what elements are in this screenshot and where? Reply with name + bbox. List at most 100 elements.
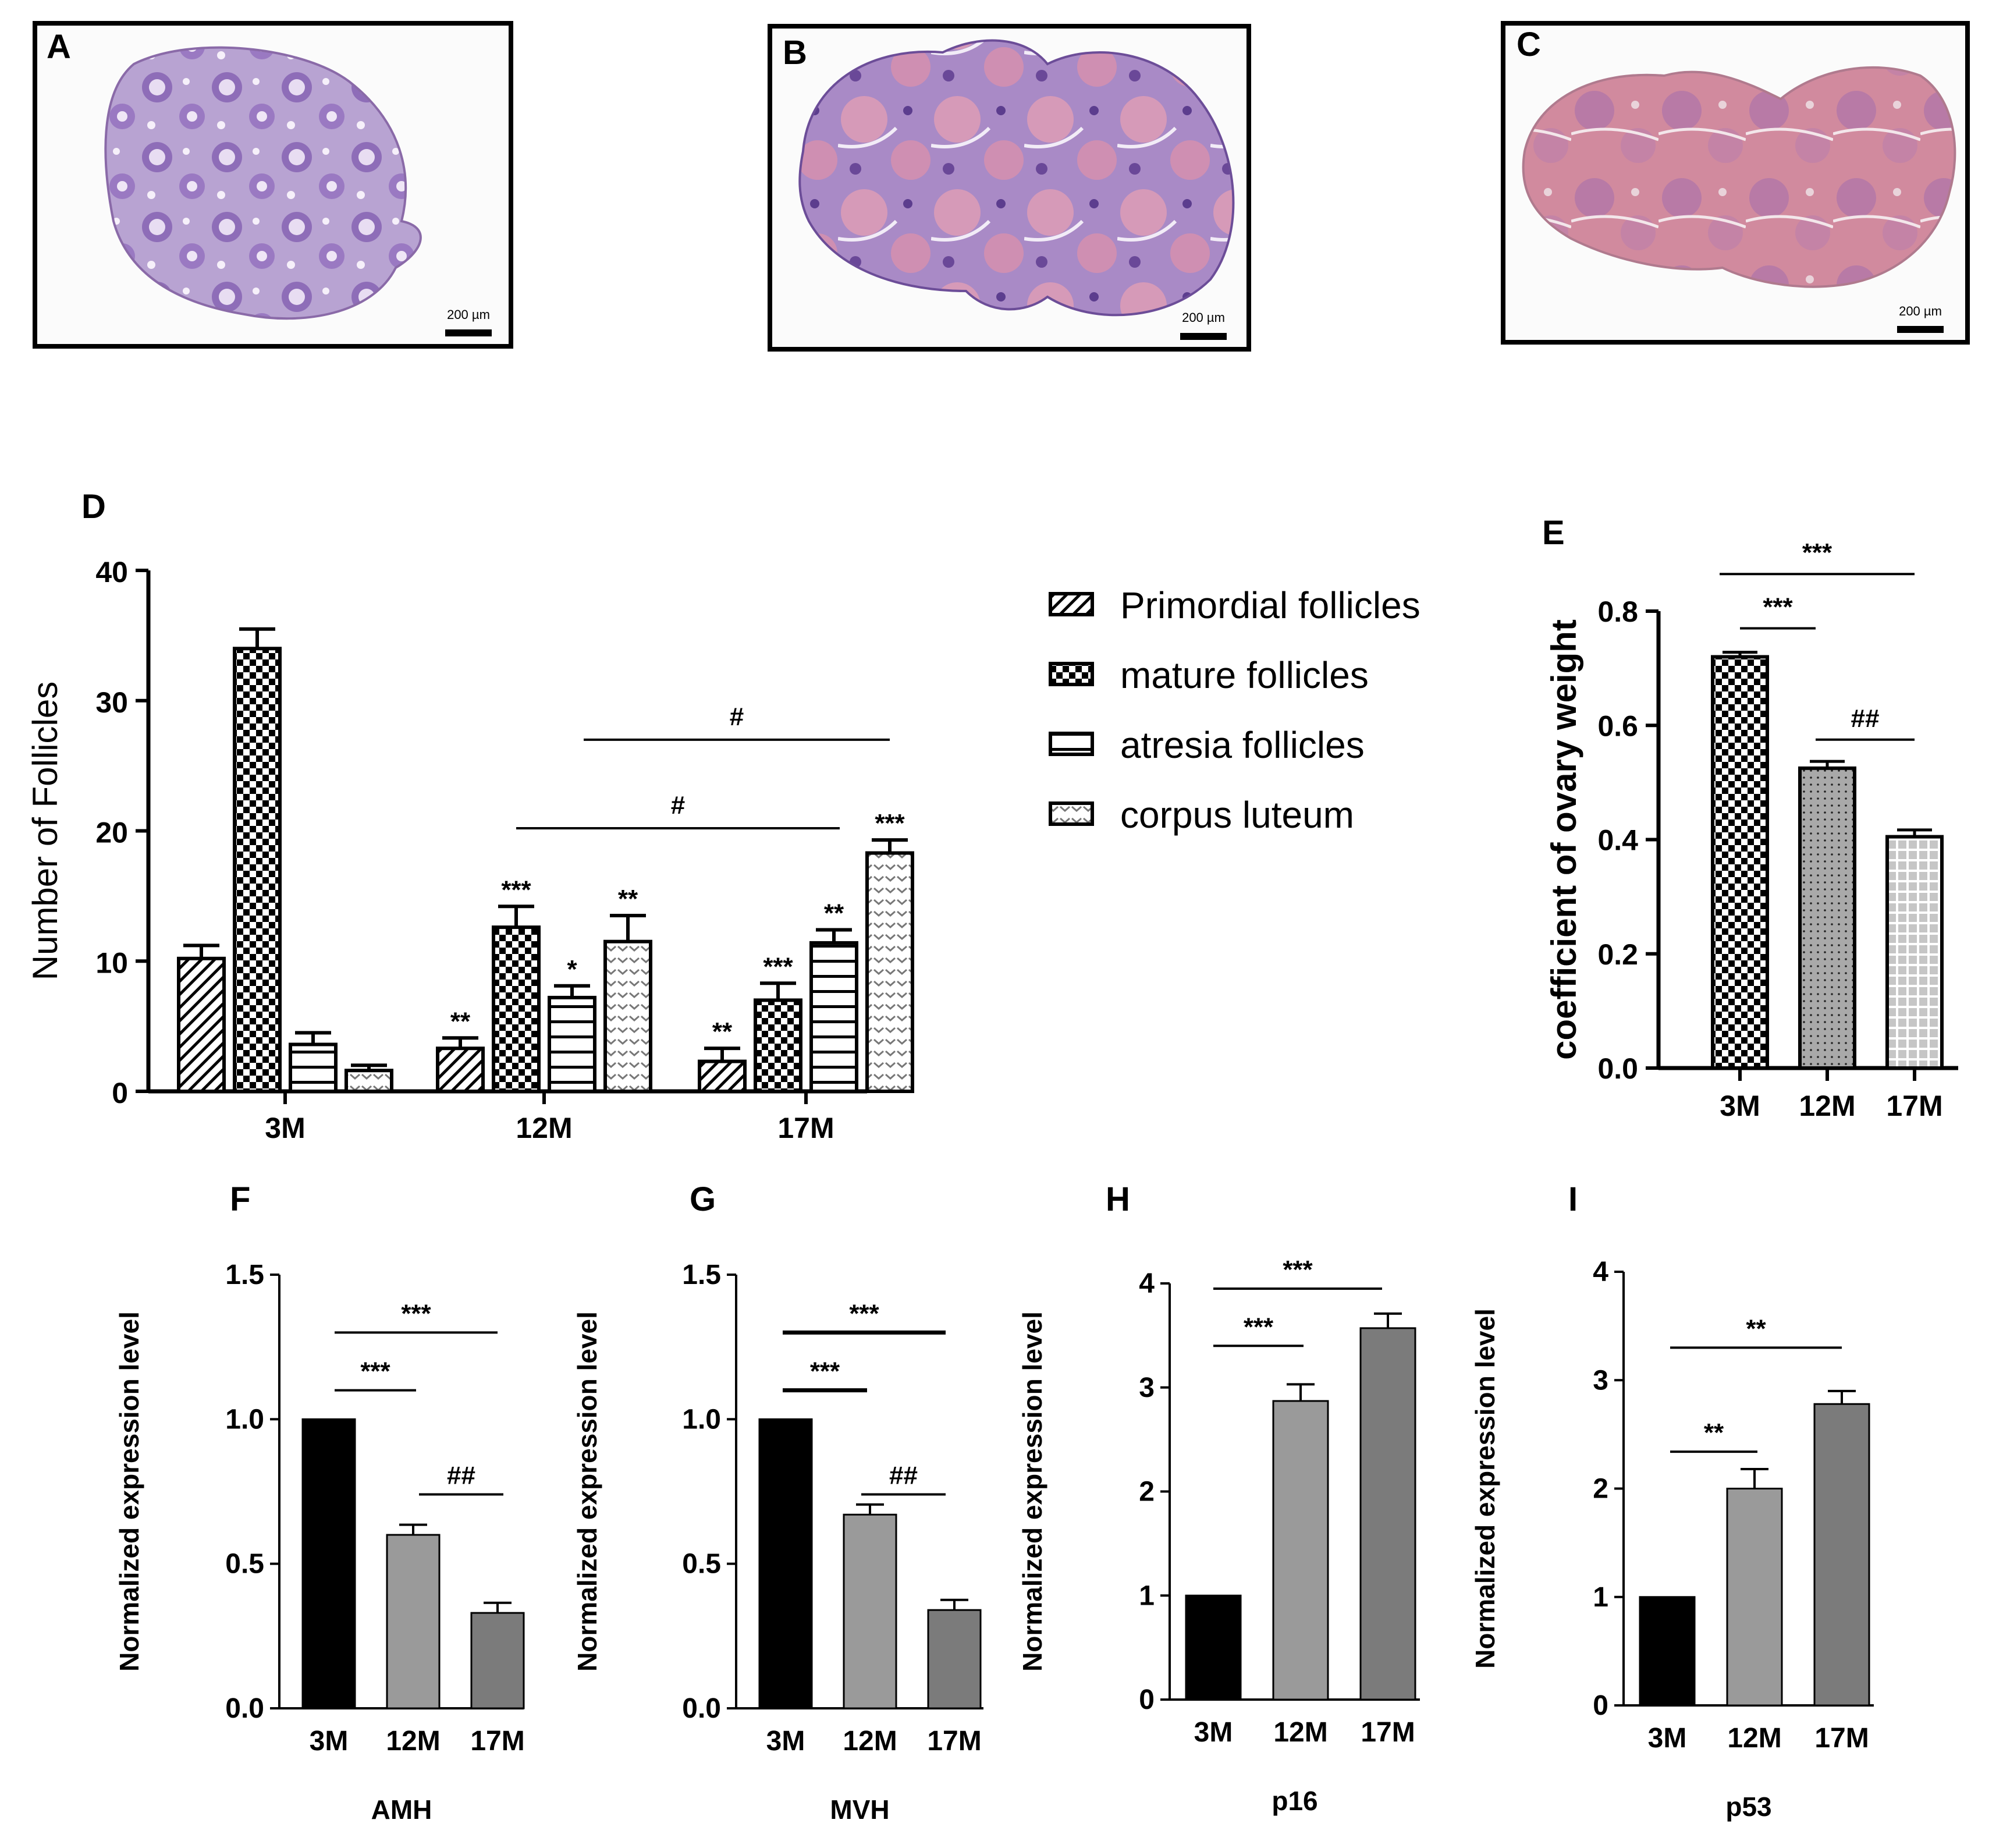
y-tick-label: 0 [112,1077,128,1109]
comparison-label: *** [360,1357,390,1386]
panel-label-g: G [690,1180,716,1218]
bar-17m [1885,835,1944,1070]
significance-marker: *** [875,809,905,838]
chart-d-legend: Primordial follicles mature follicles atre… [1049,584,1420,836]
scale-bar-label-a: 200 µm [447,307,490,322]
scale-bar-label-c: 200 µm [1899,304,1942,318]
y-tick-label: 4 [1139,1268,1155,1299]
bar-corpus-luteum-12m [603,939,652,1093]
comparison-label: *** [1763,593,1793,621]
x-tick-label: 12M [1273,1717,1327,1748]
tissue-section-c [1522,66,1956,288]
comparison-label: *** [810,1357,840,1386]
gene-label: p16 [1272,1786,1317,1816]
x-tick-label: 12M [1799,1090,1855,1122]
comparison-label: *** [1244,1313,1274,1341]
bar-12m [843,1513,897,1709]
legend-label-mature-follicles: mature follicles [1120,654,1369,696]
panel-label-f: F [230,1180,250,1218]
significance-marker: ** [824,899,844,928]
bar-17m [470,1612,525,1709]
panel-label-a: A [47,28,71,66]
x-tick-label: 17M [927,1726,981,1757]
chart-i-p53-expression: I 0 1 2 3 4 3M 12M 17M p53 Normalized expression l… [1470,1180,1874,1822]
y-tick-label: 30 [95,686,128,719]
bar-atresia-follicles-3m [289,1042,338,1093]
y-tick-label: 1.0 [682,1404,721,1435]
chart-g-mvh-expression: G 0.0 0.5 1.0 1.5 3M 12M 17M MVH Normalized expre… [572,1180,983,1825]
significance-marker: ** [618,885,638,913]
y-axis-label: coefficient of ovary weight [1544,619,1583,1060]
legend-swatch-corpus-luteum [1049,801,1094,826]
tissue-section-b [798,39,1235,317]
scale-bar-label-b: 200 µm [1182,310,1225,325]
y-tick-label: 1.0 [225,1404,264,1435]
comparison-label: ** [1704,1418,1724,1447]
comparison-label: # [671,791,685,820]
y-tick-label: 3 [1593,1365,1608,1396]
bar-atresia-follicles-17m [809,941,858,1094]
x-tick-label: 3M [1194,1717,1233,1748]
gene-label: AMH [371,1794,432,1825]
y-tick-label: 10 [95,946,128,979]
bar-primordial-follicles-12m [436,1047,485,1093]
panel-label-e: E [1542,514,1565,552]
y-axis-label: Normalized expression level [1017,1311,1047,1672]
panel-label-d: D [81,488,106,526]
bar-mature-follicles-12m [492,925,541,1093]
bar-3m [301,1418,356,1709]
bar-atresia-follicles-12m [548,995,596,1094]
y-tick-label: 0.4 [1597,824,1638,857]
bar-12m [386,1534,441,1709]
y-tick-label: 1.5 [225,1260,264,1290]
comparison-label: # [730,703,744,731]
significance-marker: *** [763,952,793,981]
significance-marker: * [567,955,577,984]
chart-h-p16-expression: H 0 1 2 3 4 3M 12M 17M p16 Normalized expression l… [1017,1180,1420,1816]
x-tick-label: 17M [1814,1723,1869,1754]
bar-mature-follicles-17m [754,998,802,1093]
y-tick-label: 0.8 [1597,595,1638,628]
bar-3m [1185,1594,1242,1701]
y-axis-label: Normalized expression level [1470,1308,1500,1669]
significance-marker: ** [450,1007,471,1035]
y-tick-label: 0.0 [682,1693,721,1724]
panel-label-i: I [1568,1180,1578,1218]
bar-12m [1798,766,1856,1070]
bar-corpus-luteum-17m [865,851,914,1093]
y-tick-label: 0 [1593,1690,1608,1721]
x-tick-label: 3M [1720,1090,1760,1122]
y-tick-label: 0.0 [1597,1052,1638,1085]
comparison-label: *** [1283,1255,1313,1284]
y-tick-label: 0 [1139,1684,1155,1715]
bar-primordial-follicles-3m [177,956,226,1094]
x-tick-label: 17M [1361,1717,1415,1748]
y-axis-label: Number of Follicles [26,682,65,981]
tissue-section-a [104,46,422,320]
micrograph-panel-b: 200 µm B [768,24,1251,352]
x-tick-label: 12M [843,1726,897,1757]
legend-swatch-atresia-follicles [1049,732,1094,756]
chart-f-amh-expression: F 0.0 0.5 1.0 1.5 3M 12M 17M AMH Normalized expre… [114,1180,525,1825]
bar-17m [927,1609,982,1709]
x-tick-label: 12M [516,1112,572,1144]
x-tick-label: 12M [1727,1723,1781,1754]
y-tick-label: 4 [1593,1257,1608,1287]
y-tick-label: 1.5 [682,1260,721,1290]
y-tick-label: 40 [95,556,128,588]
y-tick-label: 0.0 [225,1693,264,1724]
y-tick-label: 1 [1139,1580,1155,1611]
micrograph-panel-c: 200 µm C [1501,21,1970,345]
bar-17m [1813,1403,1870,1707]
chart-e-ovary-weight: E 0.0 0.2 0.4 0.6 0.8 3M 12M 17M coefficient of o… [1542,514,1958,1122]
bar-3m [758,1418,813,1709]
panel-label-b: B [783,34,807,72]
x-tick-label: 12M [386,1726,440,1757]
x-tick-label: 17M [1886,1090,1942,1122]
comparison-label: *** [401,1299,431,1328]
x-tick-label: 3M [310,1726,349,1757]
bar-3m [1639,1596,1696,1707]
legend-label-corpus-luteum: corpus luteum [1120,794,1354,836]
